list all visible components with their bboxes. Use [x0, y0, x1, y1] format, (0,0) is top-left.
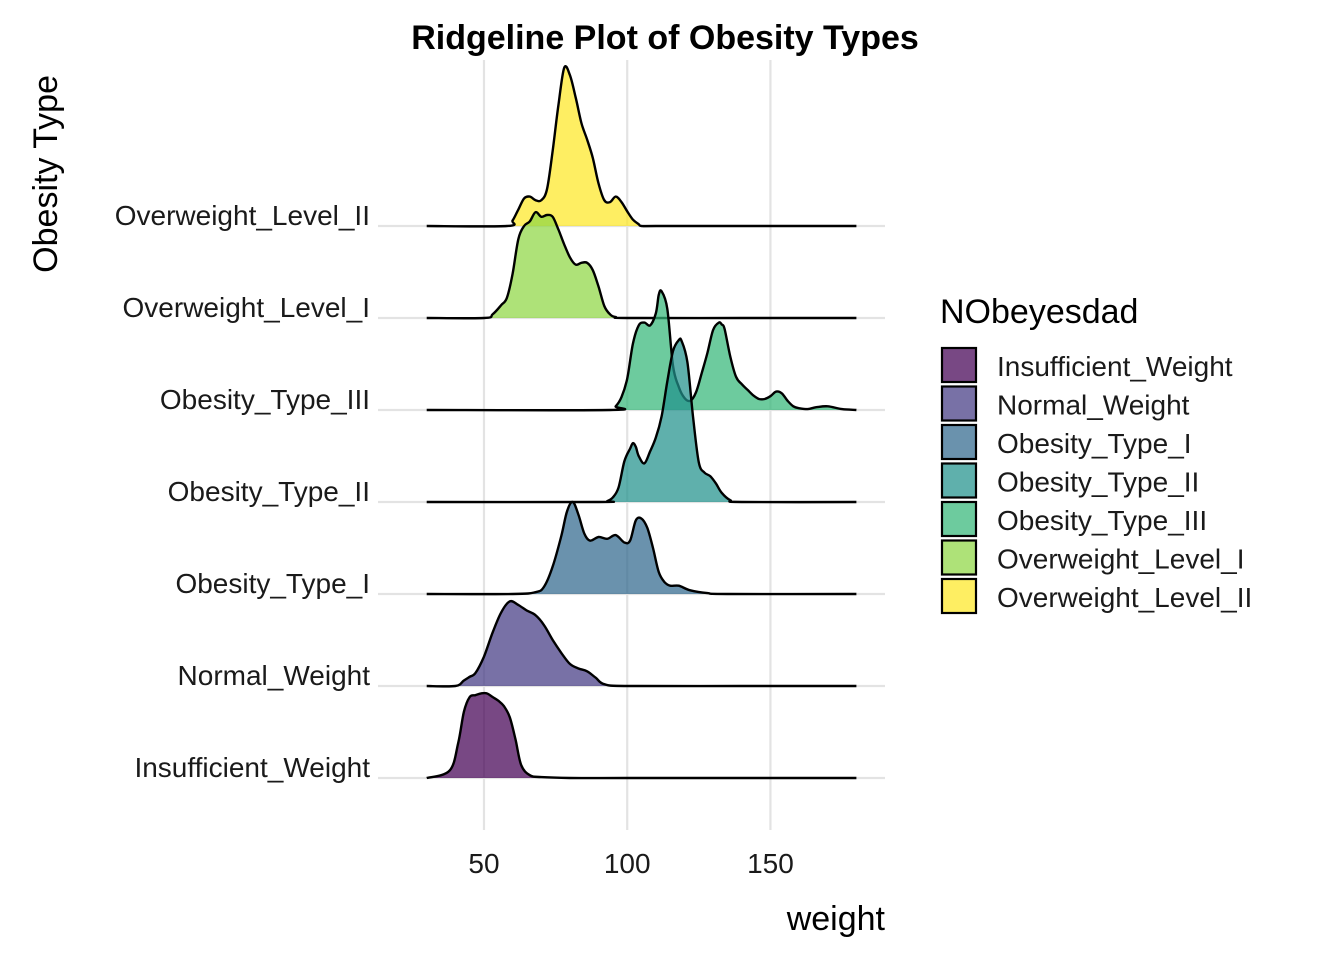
legend-label: Overweight_Level_I [997, 544, 1244, 575]
x-tick-label: 100 [604, 848, 651, 879]
legend-label: Insufficient_Weight [997, 351, 1233, 382]
ridge-line-insufficient-weight [426, 691, 857, 780]
legend-key [940, 385, 978, 422]
legend-key [940, 346, 978, 384]
ridge-line-obesity-type-iii [426, 289, 857, 412]
legend: NObeyesdad Insufficient_Weight Normal_Wei… [940, 293, 1252, 615]
legend-label: Normal_Weight [997, 390, 1190, 421]
ridge-fill-insufficient-weight [426, 693, 857, 779]
ridge-line-overweight-level-ii [426, 64, 857, 228]
chart-title: Ridgeline Plot of Obesity Types [411, 19, 919, 57]
y-axis-title: Obesity Type [27, 75, 65, 273]
legend-label: Obesity_Type_III [997, 505, 1207, 536]
x-tick-label: 50 [468, 848, 499, 879]
ridge-fill-obesity-type-ii [426, 338, 857, 503]
ridge-fill-normal-weight [426, 601, 857, 687]
ridge-line-overweight-level-i [426, 210, 857, 320]
legend-key [940, 577, 978, 615]
x-tick-label: 150 [747, 848, 794, 879]
ridge-fill-obesity-type-i [426, 501, 857, 595]
legend-title: NObeyesdad [940, 293, 1138, 331]
y-tick-label: Obesity_Type_III [160, 384, 370, 415]
ridge-line-obesity-type-i [426, 500, 857, 596]
legend-label: Obesity_Type_I [997, 428, 1192, 459]
ridge-line-obesity-type-ii [426, 337, 857, 504]
ridge-fill-obesity-type-iii [426, 290, 857, 411]
y-tick-label: Obesity_Type_II [168, 476, 370, 507]
ridge-fill-overweight-level-i [426, 212, 857, 319]
ridge-layer [426, 64, 857, 780]
legend-label: Obesity_Type_II [997, 467, 1199, 498]
x-tick-labels: 50 100 150 [468, 848, 793, 879]
legend-key [940, 423, 978, 461]
legend-key [940, 500, 978, 538]
ridge-line-normal-weight [426, 599, 857, 688]
legend-items: Insufficient_Weight Normal_Weight Obesity_… [940, 346, 1252, 615]
y-tick-label: Overweight_Level_I [123, 292, 370, 323]
legend-key [940, 462, 978, 499]
y-tick-label: Obesity_Type_I [175, 568, 370, 599]
legend-label: Overweight_Level_II [997, 582, 1252, 613]
y-tick-labels: Insufficient_Weight Normal_Weight Obesity_… [115, 200, 370, 783]
legend-key [940, 539, 978, 576]
y-tick-label: Insufficient_Weight [134, 752, 370, 783]
y-tick-label: Overweight_Level_II [115, 200, 370, 231]
ridge-fill-overweight-level-ii [426, 66, 857, 227]
x-axis-title: weight [786, 900, 886, 938]
y-tick-label: Normal_Weight [178, 660, 371, 691]
